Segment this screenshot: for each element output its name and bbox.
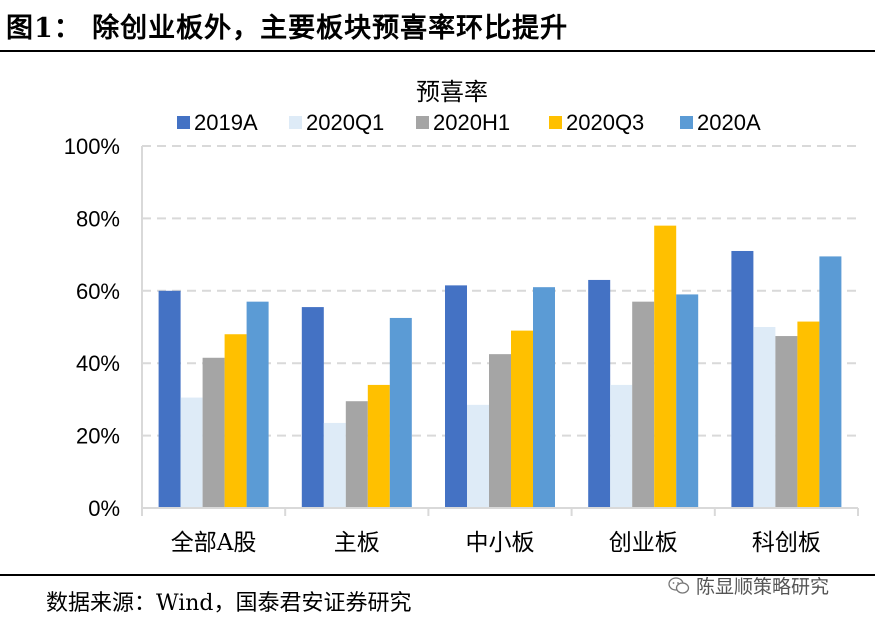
top-rule xyxy=(0,50,875,52)
bar xyxy=(489,354,511,508)
y-tick-label: 40% xyxy=(76,351,120,376)
watermark: 陈显顺策略研究 xyxy=(668,572,829,599)
figure-title: 图1： 除创业板外，主要板块预喜率环比提升 xyxy=(6,13,569,44)
legend-swatch xyxy=(416,116,429,129)
watermark-text: 陈显顺策略研究 xyxy=(696,576,830,598)
x-tick-label: 中小板 xyxy=(466,530,535,556)
bar xyxy=(753,327,776,508)
y-tick-label: 100% xyxy=(64,134,120,159)
legend-swatch xyxy=(177,116,190,129)
x-tick-label: 全部A股 xyxy=(171,530,257,556)
bar xyxy=(610,384,633,508)
bar-chart: 预喜率 0% 20% 40% 60% 80% 100% 全部A股 主板 中小板 创业板 科创板 2… xyxy=(64,78,859,556)
bar xyxy=(345,401,368,508)
bottom-rule xyxy=(0,574,875,576)
x-axis-labels: 全部A股 主板 中小板 创业板 科创板 xyxy=(171,530,821,556)
bar xyxy=(676,294,699,508)
legend-label: 2020Q1 xyxy=(306,110,384,135)
legend-swatch xyxy=(549,116,562,129)
legend-label: 2019A xyxy=(194,110,258,135)
bar xyxy=(731,250,754,509)
bar xyxy=(389,317,412,508)
y-axis-ticks: 0% 20% 40% 60% 80% 100% xyxy=(64,134,120,521)
chart-title: 预喜率 xyxy=(416,78,488,106)
bar xyxy=(445,285,467,508)
x-axis xyxy=(141,146,859,516)
bar xyxy=(323,422,346,508)
x-tick-label: 主板 xyxy=(334,530,380,556)
legend-label: 2020Q3 xyxy=(566,110,644,135)
y-tick-label: 60% xyxy=(76,279,120,304)
bar xyxy=(367,384,390,508)
bar xyxy=(246,301,269,508)
bar xyxy=(511,330,533,508)
y-tick-label: 20% xyxy=(76,424,120,449)
bar xyxy=(301,307,324,508)
bar xyxy=(533,287,555,508)
bar xyxy=(158,290,181,508)
bar xyxy=(588,279,611,508)
bar xyxy=(797,321,820,508)
x-tick-label: 科创板 xyxy=(752,530,821,556)
bar xyxy=(180,397,203,508)
legend-label: 2020H1 xyxy=(433,110,510,135)
legend-label: 2020A xyxy=(697,110,761,135)
bars xyxy=(158,225,842,509)
legend-swatch xyxy=(289,116,302,129)
bar xyxy=(775,336,798,508)
legend: 2019A 2020Q1 2020H1 2020Q3 2020A xyxy=(177,110,761,135)
bar xyxy=(632,301,655,508)
wechat-icon xyxy=(668,576,690,594)
bar xyxy=(467,404,489,508)
y-tick-label: 0% xyxy=(88,496,120,521)
bar xyxy=(224,334,247,508)
bar xyxy=(654,225,677,508)
y-tick-label: 80% xyxy=(76,206,120,231)
legend-swatch xyxy=(680,116,693,129)
bar xyxy=(202,357,225,508)
source-note: 数据来源：Wind，国泰君安证券研究 xyxy=(46,591,412,616)
bar xyxy=(819,256,842,508)
x-tick-label: 创业板 xyxy=(609,530,678,556)
